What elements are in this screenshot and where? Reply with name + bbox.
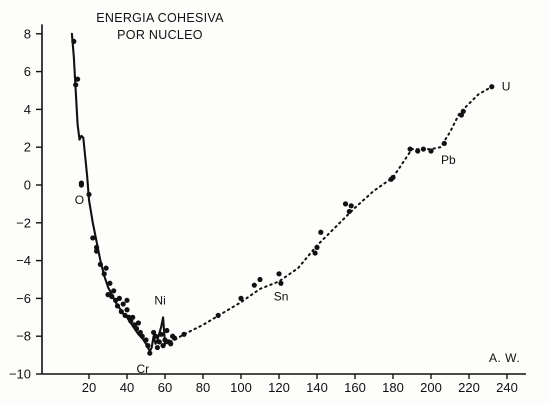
data-point xyxy=(116,295,122,301)
data-point xyxy=(118,309,124,315)
data-point xyxy=(168,341,174,347)
data-point xyxy=(90,235,96,241)
data-point xyxy=(164,327,170,334)
y-tick-label: −10 xyxy=(9,367,31,382)
data-points-group xyxy=(71,38,495,356)
x-tick-label: 20 xyxy=(82,380,96,395)
data-point xyxy=(124,297,130,303)
x-tick-label: 180 xyxy=(382,380,404,395)
annotation-label: O xyxy=(75,193,84,207)
chart-title: ENERGIA COHESIVA POR NUCLEO xyxy=(80,10,240,44)
y-tick-label: −8 xyxy=(16,329,31,344)
data-point xyxy=(314,244,320,250)
series-line-dotted xyxy=(164,85,493,345)
x-tick-label: 220 xyxy=(458,380,480,395)
chart-title-line-1: ENERGIA COHESIVA xyxy=(96,11,224,25)
x-tick-label: 40 xyxy=(120,380,134,395)
data-point xyxy=(251,282,257,288)
annotation-label: Cr xyxy=(136,362,149,376)
data-point xyxy=(276,271,282,277)
series-lines-group xyxy=(70,32,493,353)
data-point xyxy=(312,250,318,256)
data-point xyxy=(97,261,103,267)
data-point xyxy=(101,271,107,277)
data-point xyxy=(109,293,115,300)
x-axis-label: A. W. xyxy=(489,351,520,365)
data-point xyxy=(147,350,153,356)
data-point xyxy=(158,331,164,337)
annotation-label: U xyxy=(502,80,511,94)
data-point xyxy=(428,148,434,154)
x-tick-label: 140 xyxy=(306,380,328,395)
data-point xyxy=(160,343,166,349)
data-point xyxy=(145,343,151,349)
data-point xyxy=(390,174,396,181)
axes-group xyxy=(41,24,526,375)
data-point xyxy=(71,38,77,44)
x-tick-label: 120 xyxy=(268,380,290,395)
data-point xyxy=(215,312,221,319)
annotation-label: Sn xyxy=(274,289,289,303)
data-point xyxy=(130,314,136,320)
data-point xyxy=(73,82,79,88)
data-point xyxy=(152,333,159,339)
annotation-label: Ni xyxy=(154,293,165,307)
data-point xyxy=(257,276,263,283)
data-point xyxy=(420,146,426,152)
data-point xyxy=(407,146,413,152)
data-point xyxy=(156,339,162,345)
x-tick-label: 80 xyxy=(196,380,210,395)
data-point xyxy=(278,280,284,286)
data-point xyxy=(133,326,140,332)
x-tick-label: 100 xyxy=(230,380,252,395)
x-tick-label: 60 xyxy=(158,380,172,395)
data-point xyxy=(135,320,141,326)
data-point xyxy=(120,301,126,307)
x-tick-label: 200 xyxy=(420,380,442,395)
data-point xyxy=(346,208,352,215)
data-point xyxy=(238,295,244,301)
data-point xyxy=(318,229,324,235)
data-point xyxy=(489,84,495,90)
data-point xyxy=(86,191,92,198)
data-point xyxy=(139,333,145,339)
data-point xyxy=(171,335,178,341)
y-tick-label: −4 xyxy=(16,253,31,268)
data-point xyxy=(348,203,354,209)
y-tick-label: 6 xyxy=(24,64,31,79)
annotations-group: O Ni Cr Sn Pb U xyxy=(75,80,511,376)
chart-title-line-2: POR NUCLEO xyxy=(117,28,203,42)
data-point xyxy=(460,108,466,114)
data-point xyxy=(111,288,117,294)
data-point xyxy=(342,201,349,207)
y-tick-label: −2 xyxy=(16,215,31,230)
x-tick-label: 240 xyxy=(496,380,518,395)
data-point xyxy=(114,303,121,309)
data-point xyxy=(75,76,81,82)
data-point xyxy=(94,248,100,254)
data-point xyxy=(415,148,421,154)
data-point xyxy=(154,344,160,351)
data-point xyxy=(143,337,149,343)
annotation-label: Pb xyxy=(441,153,456,167)
y-tick-label: 2 xyxy=(24,140,31,155)
y-tick-label: 4 xyxy=(24,102,31,117)
y-tick-label: 0 xyxy=(24,178,31,193)
data-point xyxy=(124,307,130,313)
data-point xyxy=(107,280,113,286)
data-point xyxy=(78,180,84,186)
data-point xyxy=(94,244,100,250)
y-tick-label: 8 xyxy=(24,26,31,41)
x-tick-label: 160 xyxy=(344,380,366,395)
data-point xyxy=(103,265,109,271)
y-tick-label: −6 xyxy=(16,291,31,306)
data-point xyxy=(181,331,187,337)
data-point xyxy=(441,140,447,147)
